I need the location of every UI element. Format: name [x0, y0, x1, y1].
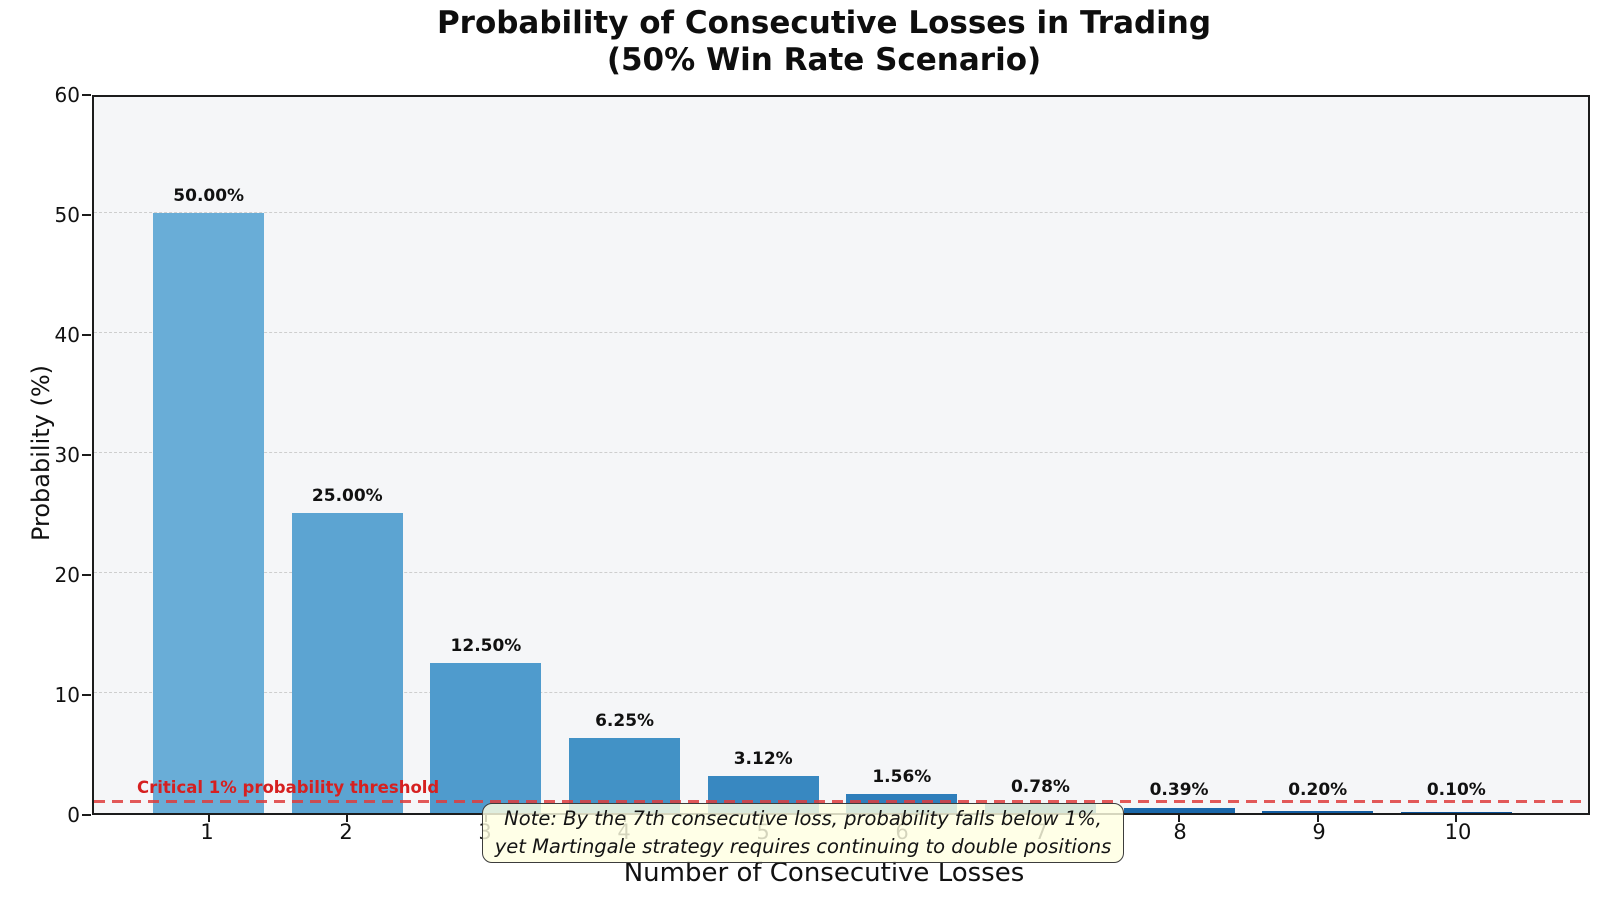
bar — [1400, 811, 1512, 813]
note-line1: Note: By the 7th consecutive loss, proba… — [504, 807, 1102, 831]
bar-value-label: 3.12% — [733, 748, 793, 769]
bar-value-label: 0.39% — [1149, 780, 1209, 800]
bar-value-label: 0.20% — [1288, 780, 1348, 800]
y-tick-mark — [82, 694, 91, 696]
gridline — [94, 332, 1588, 333]
x-tick-label: 2 — [339, 820, 353, 844]
y-tick-mark — [82, 574, 91, 576]
bar — [430, 663, 542, 813]
y-tick-label: 40 — [54, 323, 80, 347]
y-tick-label: 50 — [54, 203, 80, 227]
y-tick-label: 10 — [54, 683, 80, 707]
x-tick-label: 9 — [1312, 820, 1326, 844]
y-tick-mark — [82, 334, 91, 336]
chart-title: Probability of Consecutive Losses in Tra… — [24, 5, 1600, 78]
x-axis-label: Number of Consecutive Losses — [623, 858, 1025, 888]
x-tick-mark — [1316, 814, 1319, 822]
threshold-label: Critical 1% probability threshold — [137, 778, 440, 797]
x-tick-mark — [1455, 814, 1458, 822]
bar-value-label: 1.56% — [872, 767, 932, 788]
x-tick-mark — [1178, 814, 1181, 822]
chart-title-line2: (50% Win Rate Scenario) — [606, 41, 1042, 78]
plot-area: 50.00% 25.00% 12.50% 6.25% 3.12% 1.56% 0.78% 0.… — [92, 95, 1590, 822]
gridline — [94, 572, 1588, 573]
y-tick-label: 20 — [54, 563, 80, 587]
x-tick-mark — [346, 814, 349, 822]
bar-value-label: 50.00% — [173, 186, 245, 206]
x-tick-mark — [207, 814, 210, 822]
gridline — [94, 212, 1588, 213]
x-tick-label: 8 — [1173, 820, 1187, 844]
x-tick-label: 1 — [200, 820, 214, 844]
bar-value-label: 25.00% — [311, 486, 383, 506]
y-tick-label: 30 — [54, 443, 80, 467]
bar — [291, 513, 403, 813]
bar-value-label: 0.10% — [1426, 780, 1486, 800]
y-tick-label: 60 — [54, 83, 80, 107]
y-tick-mark — [82, 454, 91, 456]
y-tick-mark — [82, 94, 91, 96]
bar — [153, 213, 265, 813]
bar-value-label: 6.25% — [595, 711, 655, 731]
gridline — [94, 692, 1588, 693]
bar — [1123, 808, 1235, 813]
y-tick-mark — [82, 814, 91, 816]
chart-title-line1: Probability of Consecutive Losses in Tra… — [436, 5, 1212, 41]
note-annotation-box: Note: By the 7th consecutive loss, proba… — [482, 803, 1124, 863]
x-tick-label: 10 — [1444, 820, 1472, 844]
bar-value-label: 0.78% — [1010, 776, 1070, 797]
y-tick-mark — [82, 214, 91, 216]
bar-value-label: 12.50% — [450, 636, 522, 656]
y-tick-label: 0 — [67, 803, 80, 827]
threshold-line — [94, 799, 1588, 803]
bar — [1262, 810, 1374, 813]
note-line2: yet Martingale strategy requires continu… — [494, 835, 1112, 858]
gridline — [94, 452, 1588, 453]
